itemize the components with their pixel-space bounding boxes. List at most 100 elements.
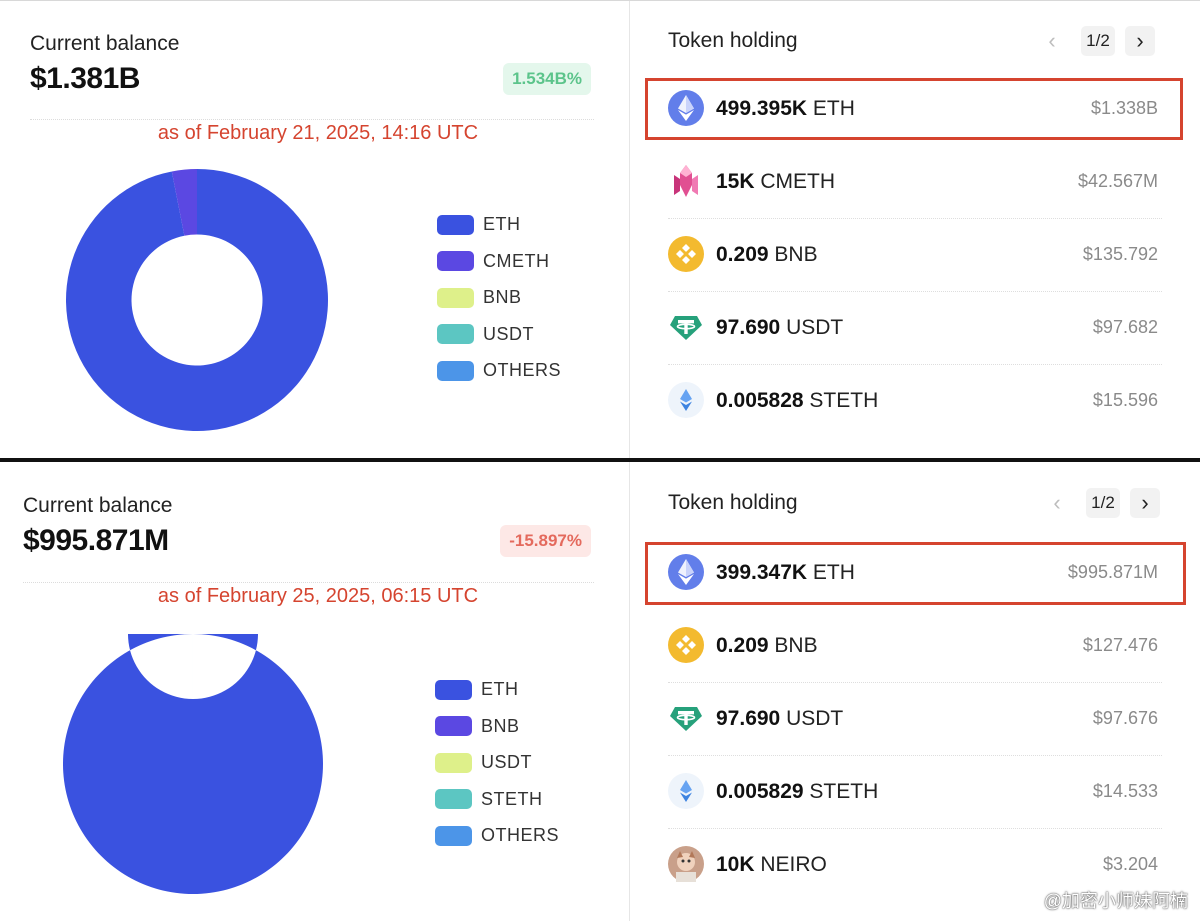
neiro-icon <box>668 846 704 882</box>
balance-section: Current balance $995.871M -15.897% as of… <box>0 462 630 921</box>
steth-icon <box>668 773 704 809</box>
wallet-snapshot-feb-21: Current balance $1.381B 1.534B% as of Fe… <box>0 0 1200 458</box>
legend-label: OTHERS <box>481 825 560 845</box>
legend-swatch <box>435 825 472 846</box>
legend-item-bnb[interactable]: BNB <box>437 287 522 308</box>
balance-value: $995.871M <box>23 524 169 557</box>
chevron-right-icon[interactable]: › <box>1125 26 1155 56</box>
token-quantity: 0.005829 <box>716 780 804 803</box>
token-row-steth[interactable]: 0.005828 STETH $15.596 <box>668 365 1162 438</box>
legend-label: STETH <box>481 788 543 809</box>
token-symbol: BNB <box>768 243 818 266</box>
row-divider <box>668 755 1162 756</box>
token-quantity: 0.005828 <box>716 389 804 412</box>
legend-item-eth[interactable]: ETH <box>437 214 521 235</box>
legend-label: USDT <box>481 752 532 772</box>
token-row-bnb[interactable]: 0.209 BNB $135.792 <box>668 219 1162 292</box>
token-usd-value: $995.871M <box>1067 562 1158 582</box>
as-of-timestamp: as of February 25, 2025, 06:15 UTC <box>157 585 479 607</box>
watermark: @加密小师妹阿楠 <box>1043 891 1188 911</box>
page-indicator: 1/2 <box>1086 488 1120 518</box>
token-symbol: USDT <box>780 707 844 730</box>
token-row-cmeth[interactable]: 15K CMETH $42.567M <box>668 146 1162 219</box>
page-indicator: 1/2 <box>1081 26 1115 56</box>
donut-slice-eth[interactable] <box>66 169 328 431</box>
token-quantity: 0.209 <box>716 634 769 657</box>
legend-label: BNB <box>483 287 522 307</box>
chevron-right-icon[interactable]: › <box>1130 488 1160 518</box>
token-quantity: 0.209 <box>716 243 769 266</box>
token-amount: 97.690 USDT <box>716 707 843 731</box>
legend-swatch <box>435 679 472 700</box>
token-amount: 0.005829 STETH <box>716 780 878 804</box>
row-divider <box>668 682 1162 683</box>
token-quantity: 97.690 <box>716 316 781 339</box>
pagination: ‹ 1/2 › <box>1037 26 1155 56</box>
row-divider <box>668 218 1162 219</box>
token-row-usdt[interactable]: 97.690 USDT $97.682 <box>668 292 1162 365</box>
allocation-donut-chart <box>63 634 323 894</box>
legend-item-others[interactable]: OTHERS <box>437 360 561 381</box>
legend-label: ETH <box>481 679 519 699</box>
token-row-bnb[interactable]: 0.209 BNB $127.476 <box>668 610 1162 683</box>
legend-swatch <box>435 752 472 773</box>
legend-swatch <box>437 251 474 271</box>
donut-slice-cmeth[interactable] <box>171 169 197 236</box>
balance-value: $1.381B <box>30 62 140 95</box>
donut-slice-eth[interactable] <box>63 634 323 894</box>
chevron-left-icon[interactable]: ‹ <box>1053 490 1061 515</box>
legend-item-bnb[interactable]: BNB <box>435 716 520 737</box>
usdt-icon <box>668 700 704 736</box>
token-usd-value: $15.596 <box>1092 390 1158 410</box>
highlight-box <box>645 78 1183 140</box>
legend-item-usdt[interactable]: USDT <box>435 752 532 773</box>
current-balance-label: Current balance <box>30 32 180 55</box>
token-holding-title: Token holding <box>668 29 798 52</box>
token-row-eth[interactable]: 499.395K ETH $1.338B <box>668 73 1162 146</box>
token-quantity: 10K <box>716 853 755 876</box>
token-row-eth[interactable]: 399.347K ETH $995.871M <box>668 537 1162 610</box>
token-amount: 15K CMETH <box>716 170 835 194</box>
as-of-timestamp: as of February 21, 2025, 14:16 UTC <box>157 122 479 144</box>
token-row-neiro[interactable]: 10K NEIRO $3.204 <box>668 829 1162 902</box>
cmeth-icon <box>668 163 704 199</box>
token-amount: 0.005828 STETH <box>716 389 878 413</box>
eth-icon <box>668 554 704 590</box>
token-symbol: CMETH <box>754 170 836 193</box>
legend-item-steth[interactable]: STETH <box>435 789 543 810</box>
bnb-icon <box>668 627 704 663</box>
legend-item-usdt[interactable]: USDT <box>437 324 534 345</box>
token-row-steth[interactable]: 0.005829 STETH $14.533 <box>668 756 1162 829</box>
token-amount: 97.690 USDT <box>716 316 843 340</box>
current-balance-label: Current balance <box>23 494 173 517</box>
legend-label: OTHERS <box>483 360 562 380</box>
divider <box>30 119 594 120</box>
legend-swatch <box>435 716 472 736</box>
token-amount: 10K NEIRO <box>716 853 827 877</box>
token-usd-value: $135.792 <box>1082 244 1158 264</box>
token-amount: 0.209 BNB <box>716 634 818 658</box>
legend-item-eth[interactable]: ETH <box>435 679 519 700</box>
legend-swatch <box>437 287 474 308</box>
token-quantity: 97.690 <box>716 707 781 730</box>
legend-label: BNB <box>481 715 520 736</box>
legend-label: USDT <box>483 323 534 344</box>
token-holding-title: Token holding <box>668 491 798 514</box>
token-row-usdt[interactable]: 97.690 USDT $97.676 <box>668 683 1162 756</box>
row-divider <box>668 828 1162 829</box>
token-amount: 399.347K ETH <box>716 561 855 585</box>
token-usd-value: $3.204 <box>1102 854 1158 874</box>
legend-item-others[interactable]: OTHERS <box>435 825 559 846</box>
token-usd-value: $127.476 <box>1082 635 1158 655</box>
token-amount: 0.209 BNB <box>716 243 818 267</box>
chevron-left-icon[interactable]: ‹ <box>1048 28 1056 53</box>
section-divider <box>0 458 1200 462</box>
token-quantity: 399.347K <box>716 561 808 584</box>
legend-item-cmeth[interactable]: CMETH <box>437 251 550 272</box>
change-badge: -15.897% <box>500 525 591 557</box>
row-divider <box>668 364 1162 365</box>
legend-swatch <box>437 360 474 381</box>
token-symbol: USDT <box>780 316 844 339</box>
legend-label: ETH <box>483 214 521 234</box>
token-symbol: BNB <box>768 634 818 657</box>
